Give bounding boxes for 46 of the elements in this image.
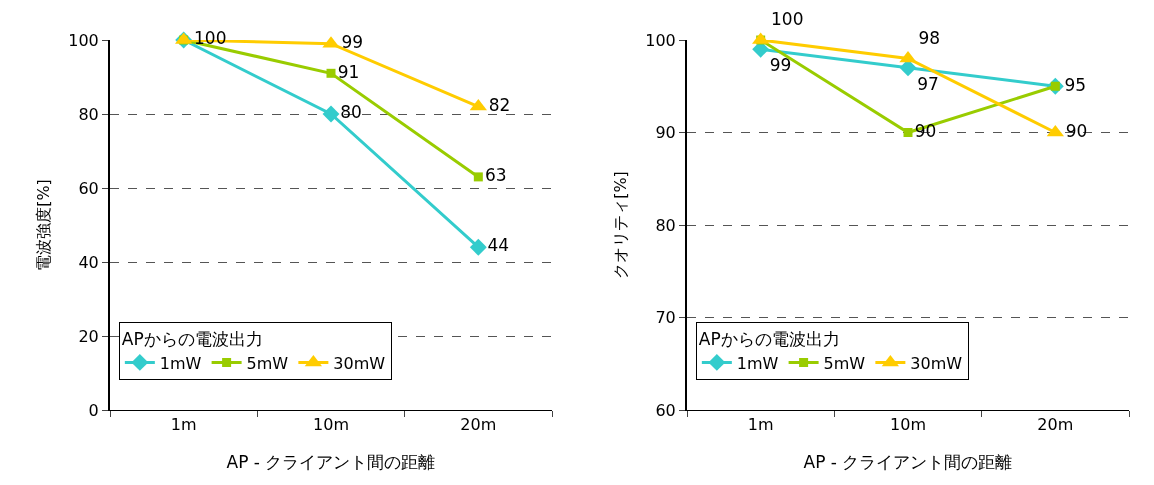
data-label: 97: [917, 73, 939, 94]
point: [473, 172, 483, 182]
y-tick-label: 90: [655, 123, 676, 143]
point: [903, 128, 913, 137]
legend-title: APからの電波出力: [698, 329, 840, 350]
y-tick-label: 20: [78, 326, 99, 346]
data-label: 80: [340, 102, 362, 123]
point: [469, 238, 487, 256]
data-label: 98: [918, 27, 941, 48]
legend-title: APからの電波出力: [121, 329, 263, 350]
legend-label: 5mW: [246, 353, 289, 373]
point: [326, 68, 336, 78]
data-label: 90: [1065, 120, 1088, 141]
y-tick-label: 60: [78, 178, 99, 198]
y-axis-title: 電波強度[%]: [33, 179, 53, 271]
x-tick-label: 10m: [890, 415, 926, 435]
y-axis-title: クオリティ[%]: [610, 171, 630, 279]
x-tick-label: 20m: [460, 415, 497, 435]
y-tick-label: 60: [655, 400, 676, 420]
point: [322, 105, 340, 123]
x-tick-label: 20m: [1037, 415, 1074, 435]
legend-label: 30mW: [910, 353, 963, 373]
x-axis-title: AP - クライアント間の距離: [226, 451, 436, 472]
y-tick-label: 0: [88, 400, 99, 420]
data-label: 100: [771, 9, 804, 30]
legend-label: 30mW: [333, 353, 386, 373]
y-tick-label: 100: [68, 30, 99, 50]
data-label: 82: [488, 94, 511, 115]
y-tick-label: 40: [78, 252, 99, 272]
y-tick-label: 70: [655, 308, 676, 328]
data-label: 63: [484, 165, 507, 186]
x-tick-label: 1m: [170, 415, 197, 435]
data-label: 99: [341, 31, 364, 52]
legend-label: 1mW: [159, 353, 202, 373]
legend-label: 5mW: [823, 353, 866, 373]
legend-label: 1mW: [736, 353, 779, 373]
x-tick-label: 1m: [747, 415, 774, 435]
y-tick-label: 80: [78, 104, 99, 124]
y-tick-label: 80: [655, 215, 676, 235]
data-label: 95: [1064, 74, 1087, 95]
x-axis-title: AP - クライアント間の距離: [803, 451, 1013, 472]
data-label: 91: [337, 61, 360, 82]
x-tick-label: 10m: [313, 415, 349, 435]
y-tick-label: 100: [645, 30, 676, 50]
data-label: 99: [769, 55, 792, 76]
data-label: 44: [487, 235, 510, 256]
